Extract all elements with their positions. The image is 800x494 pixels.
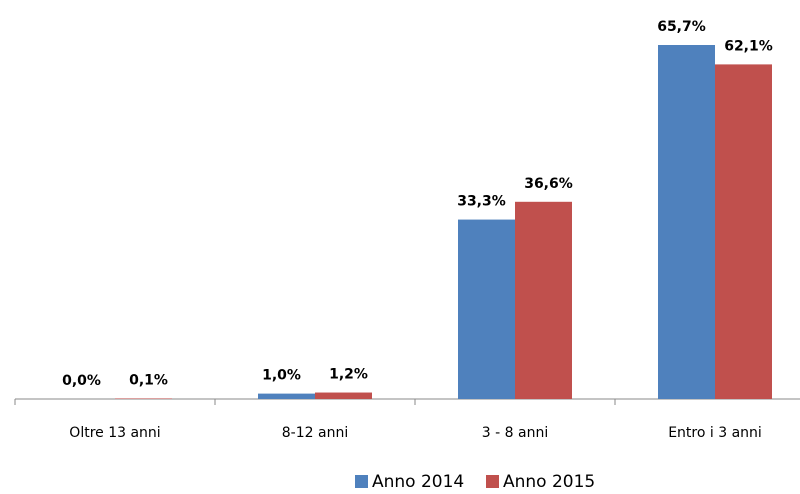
x-tick-label: Entro i 3 anni — [668, 425, 762, 441]
bar — [715, 64, 772, 399]
legend-label: Anno 2015 — [503, 472, 595, 492]
legend-swatch — [355, 475, 368, 488]
legend-swatch — [486, 475, 499, 488]
value-label: 65,7% — [657, 19, 706, 35]
bar — [658, 45, 715, 399]
legend-label: Anno 2014 — [372, 472, 464, 492]
bar — [258, 393, 315, 399]
value-label: 36,6% — [524, 176, 573, 192]
value-label: 0,0% — [62, 373, 101, 389]
bar — [515, 201, 572, 399]
value-label: 0,1% — [129, 372, 168, 388]
value-label: 62,1% — [724, 38, 773, 54]
x-tick-label: 8-12 anni — [282, 425, 348, 441]
bar — [315, 392, 372, 399]
value-label: 1,2% — [329, 367, 368, 383]
bar — [458, 219, 515, 399]
value-label: 1,0% — [262, 368, 301, 384]
bar — [115, 398, 172, 399]
value-label: 33,3% — [457, 194, 506, 210]
x-tick-label: 3 - 8 anni — [482, 425, 548, 441]
x-tick-label: Oltre 13 anni — [69, 425, 160, 441]
